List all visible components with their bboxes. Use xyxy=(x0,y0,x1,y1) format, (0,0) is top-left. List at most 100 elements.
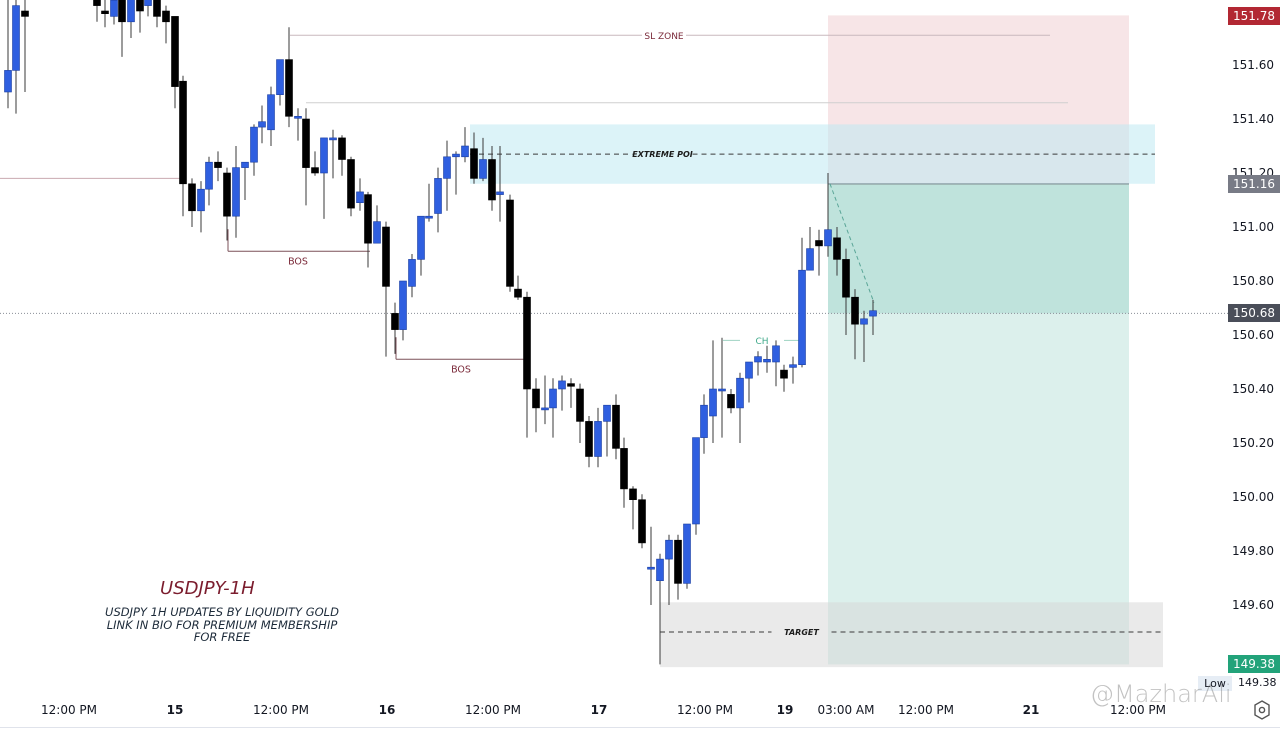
candle xyxy=(101,0,109,28)
candle xyxy=(594,407,602,468)
price-tick-label: 149.80 xyxy=(1232,544,1274,558)
candle xyxy=(727,389,735,414)
candle xyxy=(4,0,12,109)
price-tick-label: 150.60 xyxy=(1232,328,1274,342)
candle xyxy=(338,135,346,176)
candle xyxy=(425,183,433,222)
candle xyxy=(665,534,673,605)
price-tag: 149.38 xyxy=(1228,655,1280,674)
candle xyxy=(276,59,284,106)
candle xyxy=(93,0,101,22)
chart-subtitle: USDJPY 1H UPDATES BY LIQUIDITY GOLD LINK… xyxy=(104,606,340,644)
candle xyxy=(806,227,814,271)
candle xyxy=(373,205,381,244)
time-tick-label: 15 xyxy=(166,703,184,717)
candle xyxy=(311,151,319,176)
candle xyxy=(558,375,566,411)
sl-zone-label: SL ZONE xyxy=(644,32,684,42)
price-tick-label: 151.00 xyxy=(1232,220,1274,234)
candle xyxy=(302,108,310,206)
price-tick-label: 151.60 xyxy=(1232,58,1274,72)
candle xyxy=(656,553,664,665)
candle xyxy=(153,0,161,28)
candle xyxy=(612,394,620,460)
candle xyxy=(709,340,717,443)
time-tick-label: 12:00 PM xyxy=(465,703,521,717)
candle xyxy=(329,129,337,179)
candle xyxy=(638,494,646,549)
candle xyxy=(214,151,222,182)
target-label: TARGET xyxy=(784,628,819,637)
candle xyxy=(718,337,726,438)
candle xyxy=(294,108,302,141)
candle xyxy=(118,0,126,57)
candle xyxy=(700,394,708,454)
candle xyxy=(772,340,780,387)
candle xyxy=(223,167,231,241)
price-tick-label: 150.00 xyxy=(1232,490,1274,504)
candle xyxy=(21,0,29,92)
candle xyxy=(647,526,655,605)
candle xyxy=(514,275,522,300)
time-tick-label: 03:00 AM xyxy=(817,703,875,717)
candle xyxy=(136,0,144,33)
candle xyxy=(745,361,753,403)
price-tick-label: 149.60 xyxy=(1232,598,1274,612)
trend-line[interactable] xyxy=(829,183,875,303)
price-tag: 151.78 xyxy=(1228,7,1280,26)
candle xyxy=(408,254,416,298)
candle xyxy=(549,378,557,438)
candle xyxy=(434,167,442,233)
price-tag: 151.16 xyxy=(1228,174,1280,193)
target-zone[interactable] xyxy=(660,602,1163,668)
candle xyxy=(110,0,118,25)
candle xyxy=(789,356,797,384)
candle xyxy=(736,372,744,443)
settings-gear-icon[interactable] xyxy=(1253,700,1271,720)
price-tick-label: 150.40 xyxy=(1232,382,1274,396)
bos-label: BOS xyxy=(288,256,308,267)
time-tick-label: 12:00 PM xyxy=(677,703,733,717)
candle xyxy=(127,0,135,38)
candle xyxy=(470,132,478,184)
time-tick-label: 19 xyxy=(776,703,794,717)
candle xyxy=(232,146,240,238)
candle xyxy=(488,146,496,211)
candle xyxy=(258,105,266,144)
subtitle-line: USDJPY 1H UPDATES BY LIQUIDITY GOLD xyxy=(105,605,339,619)
candle xyxy=(267,86,275,146)
profit-zone-filled[interactable] xyxy=(828,183,1129,314)
candle xyxy=(532,378,540,433)
candle xyxy=(171,16,179,109)
candle xyxy=(144,0,152,17)
candle xyxy=(763,345,771,373)
low-value: 149.38 xyxy=(1238,676,1277,689)
time-tick-label: 16 xyxy=(378,703,396,717)
candle xyxy=(179,75,187,217)
candle xyxy=(162,5,170,44)
candle xyxy=(780,364,788,392)
candle xyxy=(798,237,806,368)
time-tick-label: 12:00 PM xyxy=(898,703,954,717)
candle xyxy=(417,215,425,276)
candle xyxy=(629,486,637,530)
candle xyxy=(188,178,196,227)
candle xyxy=(364,191,372,268)
candle xyxy=(523,291,531,438)
candle xyxy=(692,437,700,535)
candle xyxy=(461,127,469,163)
candle xyxy=(603,404,611,457)
candle xyxy=(320,137,328,219)
candle xyxy=(241,161,249,200)
candle xyxy=(683,523,691,589)
candle xyxy=(869,299,877,335)
candle xyxy=(205,156,213,206)
choch-label: CH xyxy=(755,337,768,347)
chart-title: USDJPY-1H xyxy=(160,578,255,599)
candle xyxy=(506,194,514,292)
candle xyxy=(541,375,549,425)
candle xyxy=(567,378,575,408)
candle xyxy=(860,310,868,362)
candle xyxy=(399,280,407,341)
